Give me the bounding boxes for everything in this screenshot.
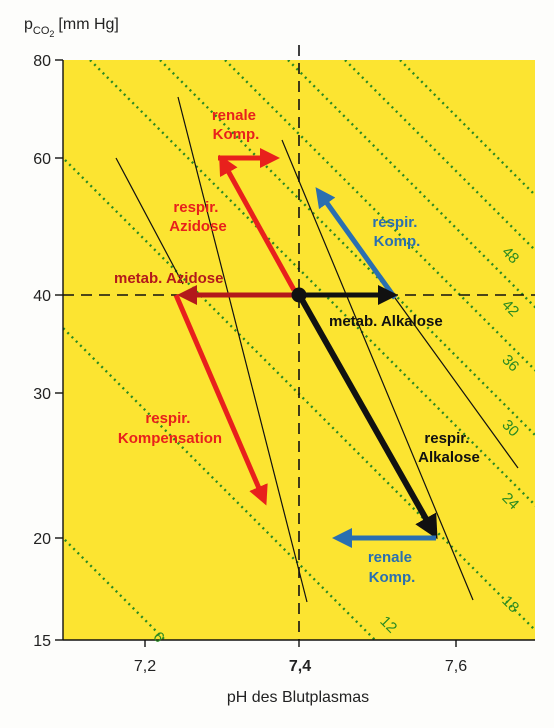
y-tick-label: 40 — [33, 288, 51, 305]
y-tick-label: 30 — [33, 386, 51, 403]
normal-point — [292, 288, 307, 303]
y-tick-label: 20 — [33, 531, 51, 548]
y-ticks — [55, 60, 63, 640]
label-metab-alkalose: metab. Alkalose — [329, 313, 443, 330]
x-ticks — [145, 640, 456, 647]
y-tick-label: 80 — [33, 53, 51, 70]
y-tick-label: 15 — [33, 633, 51, 650]
x-tick-label: 7,4 — [289, 658, 311, 675]
x-tick-labels: 7,2 7,4 7,6 — [134, 658, 467, 675]
x-tick-label: 7,2 — [134, 658, 156, 675]
x-axis-label: pH des Blutplasmas — [227, 689, 369, 706]
label-metab-azidose: metab. Azidose — [114, 270, 223, 287]
y-tick-label: 60 — [33, 151, 51, 168]
y-axis-label: pCO2[mm Hg] — [24, 16, 119, 39]
y-tick-labels: 80 60 40 30 20 15 — [33, 53, 51, 650]
x-tick-label: 7,6 — [445, 658, 467, 675]
